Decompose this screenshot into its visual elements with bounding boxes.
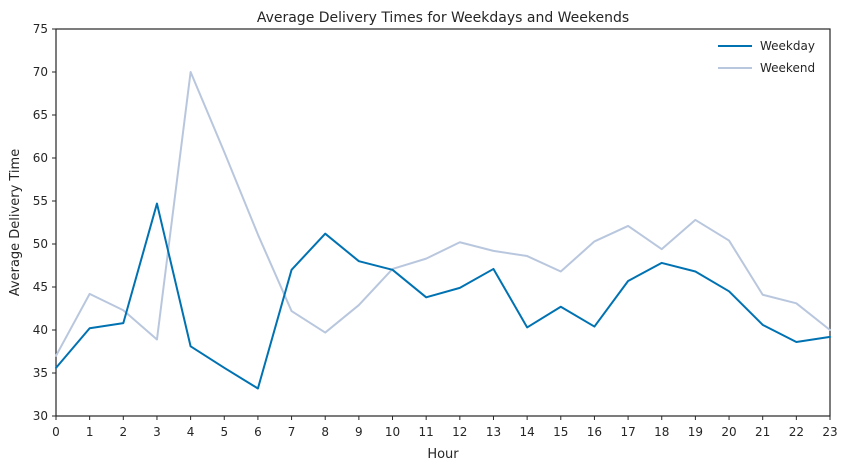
x-tick-label: 20 <box>721 425 736 439</box>
legend: Weekday Weekend <box>718 39 815 75</box>
x-tick-label: 1 <box>86 425 94 439</box>
x-tick-label: 16 <box>587 425 602 439</box>
x-tick-label: 19 <box>688 425 703 439</box>
x-tick-label: 9 <box>355 425 363 439</box>
series-line-weekday <box>55 202 831 390</box>
plot-area <box>55 28 831 417</box>
y-tick-label: 60 <box>33 151 48 165</box>
series-lines <box>55 71 831 390</box>
x-axis-label: Hour <box>427 447 459 462</box>
x-tick-label: 15 <box>553 425 568 439</box>
x-tick-label: 2 <box>119 425 127 439</box>
legend-label-weekend: Weekend <box>760 61 815 75</box>
x-tick-label: 11 <box>419 425 434 439</box>
x-axis: 0 1 2 3 4 5 6 7 8 9 10 11 12 13 14 15 16 17 18 19 20 21 22 23 <box>52 416 838 439</box>
y-tick-label: 45 <box>33 280 48 294</box>
y-tick-label: 55 <box>33 194 48 208</box>
y-axis: 30 35 40 45 50 55 60 65 70 75 <box>33 22 56 423</box>
legend-label-weekday: Weekday <box>760 39 815 53</box>
x-tick-label: 12 <box>452 425 467 439</box>
y-tick-label: 50 <box>33 237 48 251</box>
x-tick-label: 21 <box>755 425 770 439</box>
y-tick-label: 40 <box>33 323 48 337</box>
x-tick-label: 14 <box>519 425 534 439</box>
chart-title: Average Delivery Times for Weekdays and … <box>257 10 629 26</box>
y-axis-label: Average Delivery Time <box>8 149 23 296</box>
x-tick-label: 23 <box>822 425 837 439</box>
y-tick-label: 65 <box>33 108 48 122</box>
x-tick-label: 22 <box>789 425 804 439</box>
x-tick-label: 18 <box>654 425 669 439</box>
x-tick-label: 13 <box>486 425 501 439</box>
x-tick-label: 8 <box>321 425 329 439</box>
y-tick-label: 30 <box>33 409 48 423</box>
x-tick-label: 0 <box>52 425 60 439</box>
x-tick-label: 17 <box>620 425 635 439</box>
y-tick-label: 70 <box>33 65 48 79</box>
x-tick-label: 7 <box>288 425 296 439</box>
x-tick-label: 10 <box>385 425 400 439</box>
x-tick-label: 3 <box>153 425 161 439</box>
series-line-weekend <box>55 71 831 357</box>
y-tick-label: 35 <box>33 366 48 380</box>
y-tick-label: 75 <box>33 22 48 36</box>
x-tick-label: 6 <box>254 425 262 439</box>
x-tick-label: 4 <box>187 425 195 439</box>
x-tick-label: 5 <box>220 425 228 439</box>
